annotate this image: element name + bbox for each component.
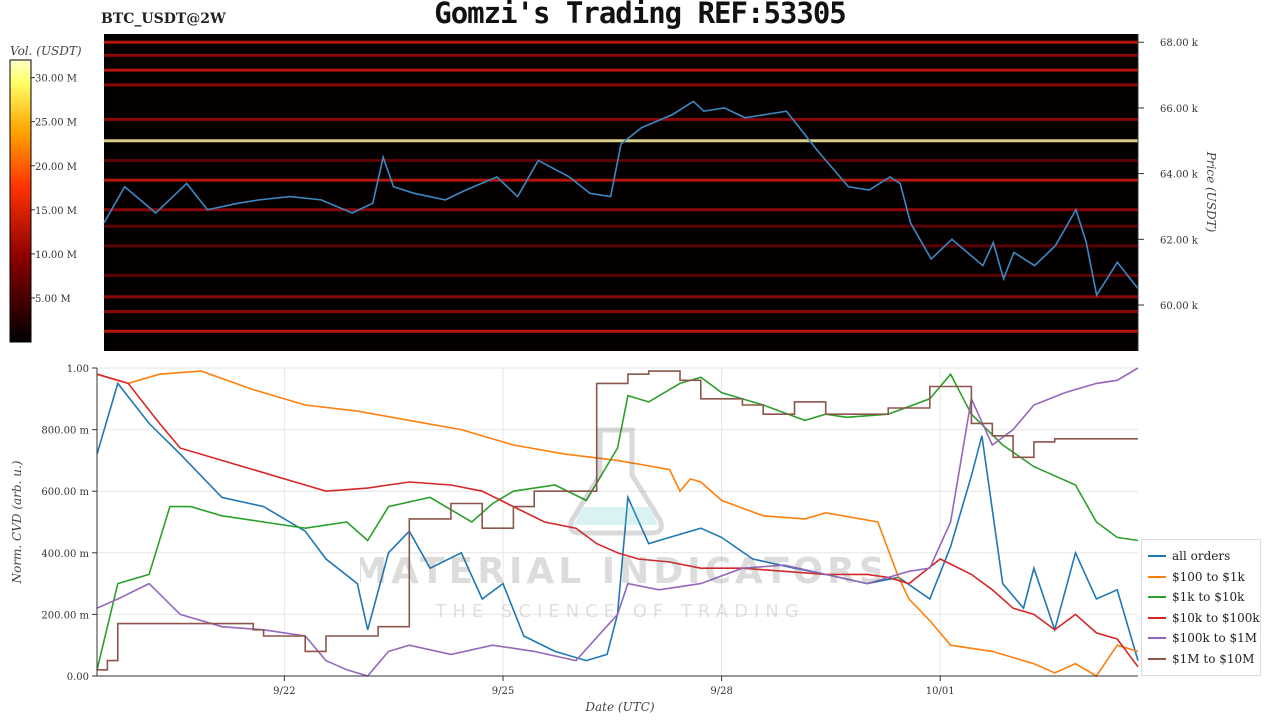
series-line xyxy=(96,367,1139,677)
price-tick-label: 64.00 k xyxy=(1160,170,1199,181)
y-tick-label: 1.00 xyxy=(67,364,89,375)
colorbar-tick-label: 30.00 M xyxy=(35,74,77,85)
colorbar-tick-label: 25.00 M xyxy=(35,118,77,129)
price-tick-label: 60.00 k xyxy=(1160,301,1199,312)
colorbar-tick-label: 20.00 M xyxy=(35,162,77,173)
legend-swatch xyxy=(1148,555,1166,558)
x-tick-label: 9/28 xyxy=(710,686,732,697)
y-tick-label: 600.00 m xyxy=(41,487,89,498)
price-tick-label: 62.00 k xyxy=(1160,235,1199,246)
liquidity-level xyxy=(104,40,1138,44)
chart-title: Gomzi's Trading REF:53305 xyxy=(434,0,847,30)
liquidity-level xyxy=(104,117,1138,121)
liquidity-level xyxy=(104,83,1138,87)
price-tick-label: 68.00 k xyxy=(1160,38,1199,49)
series-line xyxy=(96,372,1139,670)
liquidity-level xyxy=(104,53,1138,57)
legend-label: $1k to $10k xyxy=(1172,590,1245,605)
legend-swatch xyxy=(1148,596,1166,599)
legend-item: $100k to $1M xyxy=(1148,628,1258,649)
x-axis-title: Date (UTC) xyxy=(584,700,654,714)
legend-swatch xyxy=(1148,575,1166,578)
liquidity-level xyxy=(104,158,1138,162)
colorbar-tick-label: 5.00 M xyxy=(35,294,71,305)
colorbar-tick-label: 15.00 M xyxy=(35,206,77,217)
colorbar: Vol. (USDT) 5.00 M 10.00 M 15.00 M 20.00 M 2… xyxy=(9,44,82,343)
legend-item: $1M to $10M xyxy=(1148,649,1254,670)
liquidity-level xyxy=(104,244,1138,248)
y-tick-label: 800.00 m xyxy=(41,426,89,437)
legend: all orders $100 to $1k $1k to $10k $10k to … xyxy=(1141,539,1261,676)
x-tick-label: 10/01 xyxy=(926,686,955,697)
legend-label: all orders xyxy=(1172,549,1231,564)
series-line xyxy=(96,373,1139,668)
liquidity-level xyxy=(104,139,1138,143)
legend-item: $10k to $100k xyxy=(1148,608,1260,629)
price-line xyxy=(103,100,1139,298)
colorbar-gradient xyxy=(9,59,32,343)
liquidity-level xyxy=(104,295,1138,299)
heatmap-panel: 60.00 k 62.00 k 64.00 k 66.00 k 68.00 k Pric… xyxy=(103,34,1218,351)
cvd-y-axis-title: Norm. CVD (arb. u.) xyxy=(10,460,24,584)
legend-item: all orders xyxy=(1148,546,1254,567)
liquidity-level xyxy=(104,273,1138,277)
series-line xyxy=(97,370,1138,671)
cvd-background xyxy=(97,368,1138,676)
series-line xyxy=(96,370,1139,678)
y-tick-label: 0.00 xyxy=(67,672,89,683)
cvd-panel: 0.00 200.00 m 400.00 m 600.00 m 800.00 m 1.00… xyxy=(10,364,1139,714)
price-tick-label: 66.00 k xyxy=(1160,104,1199,115)
heatmap-background xyxy=(104,34,1138,351)
legend-label: $100k to $1M xyxy=(1172,631,1258,646)
liquidity-level xyxy=(104,68,1138,72)
x-tick-label: 9/22 xyxy=(273,686,295,697)
y-tick-label: 200.00 m xyxy=(41,610,89,621)
liquidity-level xyxy=(104,178,1138,182)
symbol-label: BTC_USDT@2W xyxy=(101,11,226,27)
legend-item: $1k to $10k xyxy=(1148,587,1254,608)
legend-label: $100 to $1k xyxy=(1172,569,1245,584)
legend-label: $1M to $10M xyxy=(1172,651,1255,666)
legend-label: $10k to $100k xyxy=(1172,610,1260,625)
y-tick-label: 400.00 m xyxy=(41,549,89,560)
colorbar-tick-label: 10.00 M xyxy=(35,250,77,261)
liquidity-level xyxy=(104,208,1138,212)
legend-swatch xyxy=(1148,637,1166,640)
legend-swatch xyxy=(1148,616,1166,619)
legend-swatch xyxy=(1148,657,1166,660)
price-axis-title: Price (USDT) xyxy=(1204,151,1218,233)
colorbar-label: Vol. (USDT) xyxy=(10,44,82,58)
liquidity-level xyxy=(104,310,1138,314)
x-tick-label: 9/25 xyxy=(492,686,514,697)
legend-item: $100 to $1k xyxy=(1148,567,1254,588)
liquidity-level xyxy=(104,329,1138,333)
liquidity-level xyxy=(104,224,1138,228)
series-line xyxy=(96,381,1139,662)
